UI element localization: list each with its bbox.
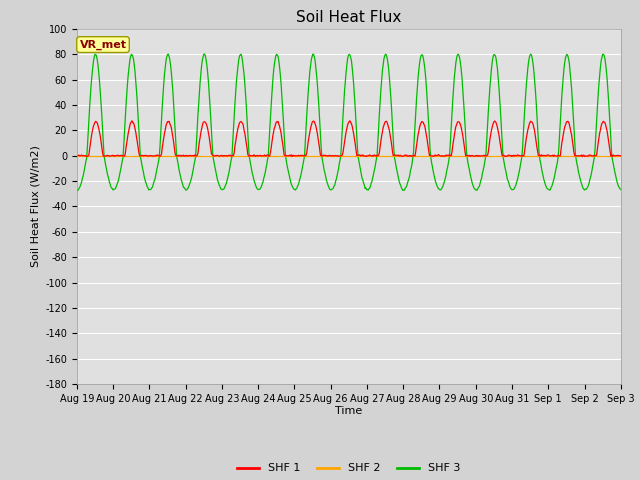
SHF 2 [194, 153, 202, 158]
SHF 3 [73, 187, 81, 192]
SHF 1 [140, 153, 147, 159]
SHF 3 [224, 173, 232, 179]
SHF 3 [74, 188, 81, 193]
SHF 3 [140, 169, 147, 175]
SHF 3 [617, 187, 625, 192]
X-axis label: Time: Time [335, 407, 362, 417]
SHF 2 [223, 153, 230, 158]
SHF 1 [73, 153, 81, 158]
SHF 3 [417, 56, 424, 61]
SHF 2 [83, 153, 90, 158]
SHF 2 [617, 153, 625, 158]
SHF 2 [415, 153, 422, 158]
Line: SHF 3: SHF 3 [77, 54, 621, 191]
SHF 2 [73, 153, 81, 158]
Y-axis label: Soil Heat Flux (W/m2): Soil Heat Flux (W/m2) [31, 145, 41, 267]
SHF 3 [201, 51, 209, 57]
SHF 3 [84, 144, 92, 150]
SHF 1 [431, 152, 439, 158]
Line: SHF 1: SHF 1 [77, 121, 621, 156]
SHF 1 [223, 153, 231, 159]
SHF 1 [195, 144, 202, 150]
SHF 3 [195, 102, 202, 108]
SHF 3 [433, 180, 440, 186]
SHF 1 [617, 153, 625, 158]
Title: Soil Heat Flux: Soil Heat Flux [296, 10, 401, 25]
SHF 2 [139, 153, 147, 158]
Legend: SHF 1, SHF 2, SHF 3: SHF 1, SHF 2, SHF 3 [232, 459, 465, 478]
SHF 1 [416, 124, 424, 130]
SHF 2 [431, 153, 438, 158]
SHF 1 [579, 154, 586, 159]
Text: VR_met: VR_met [79, 39, 127, 50]
SHF 1 [128, 118, 136, 124]
SHF 1 [83, 154, 90, 159]
